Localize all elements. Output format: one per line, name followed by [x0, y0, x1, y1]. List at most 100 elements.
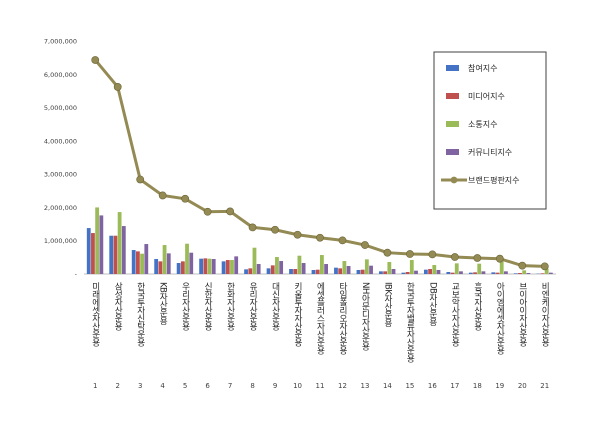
line-point-5: [182, 195, 189, 202]
bar-3-cat-11: [320, 255, 324, 274]
x-category-label: 흥국자산운용: [472, 281, 482, 331]
line-point-14: [384, 249, 391, 256]
bar-4-cat-7: [234, 256, 238, 274]
bar-3-cat-15: [410, 260, 414, 274]
line-point-18: [474, 254, 481, 261]
line-point-15: [406, 250, 413, 257]
bar-2-cat-5: [181, 261, 185, 274]
bar-4-cat-2: [122, 226, 126, 274]
x-category-label: 아이엠에셋자산운용: [495, 282, 505, 355]
x-category-label: 한화자산운용: [225, 282, 235, 331]
y-tick-label: 2,000,000: [44, 204, 77, 212]
bar-3-cat-19: [500, 261, 504, 274]
x-category-number: 8: [250, 382, 254, 390]
line-point-1: [92, 56, 99, 63]
bar-4-cat-9: [279, 261, 283, 274]
line-point-19: [496, 255, 503, 262]
bar-2-cat-12: [338, 268, 342, 274]
x-category-number: 13: [360, 382, 369, 390]
x-category-label: 미래에셋자산운용: [90, 282, 100, 347]
x-category-number: 3: [138, 382, 142, 390]
y-tick-label: 3,000,000: [44, 171, 77, 179]
x-category-label: NH아문디자산운용: [360, 282, 370, 350]
bar-2-cat-6: [203, 258, 207, 274]
line-point-2: [114, 83, 121, 90]
x-category-number: 6: [205, 382, 210, 390]
bar-3-cat-2: [118, 212, 122, 274]
x-category-number: 10: [293, 382, 302, 390]
line-point-10: [294, 231, 301, 238]
bar-3-cat-20: [522, 270, 526, 274]
bar-3-cat-10: [298, 256, 302, 274]
bar-2-cat-20: [518, 273, 522, 274]
x-category-label: 삼성자산운용: [113, 282, 123, 331]
x-category-label: 브이아이자산운용: [517, 282, 527, 347]
bar-3-cat-12: [342, 261, 346, 274]
bar-4-cat-1: [99, 215, 103, 274]
bar-3-cat-16: [432, 265, 436, 274]
line-point-3: [137, 176, 144, 183]
x-category-number: 12: [338, 382, 347, 390]
x-category-label: DB자산운용: [427, 282, 437, 326]
line-point-21: [541, 263, 548, 270]
bar-1-cat-14: [379, 271, 383, 274]
bar-2-cat-13: [361, 270, 365, 274]
y-tick-label: 6,000,000: [44, 71, 77, 79]
bar-3-cat-17: [455, 263, 459, 274]
bar-4-cat-17: [459, 271, 463, 274]
bar-4-cat-10: [302, 263, 306, 274]
bar-1-cat-17: [446, 272, 450, 274]
x-category-label: 한국투자신탁운용: [135, 282, 145, 347]
line-point-13: [361, 241, 368, 248]
x-category-number: 7: [228, 382, 232, 390]
x-category-label: 키움투자자산운용: [293, 282, 303, 347]
bar-4-cat-16: [437, 270, 441, 274]
y-tick-label: 4,000,000: [44, 137, 77, 145]
bar-3-cat-7: [230, 260, 234, 274]
bar-2-cat-10: [293, 269, 297, 274]
x-category-number: 9: [273, 382, 277, 390]
bar-2-cat-11: [316, 270, 320, 274]
bar-1-cat-6: [199, 259, 203, 274]
x-category-label: 타임폴리오자산운용: [337, 282, 347, 355]
legend-label: 커뮤니티지수: [468, 147, 512, 157]
bar-1-cat-10: [289, 269, 293, 274]
bar-3-cat-13: [365, 259, 369, 274]
bar-1-cat-2: [109, 236, 113, 274]
x-category-label: 우리자산운용: [180, 282, 190, 331]
bar-2-cat-8: [248, 268, 252, 274]
x-category-number: 18: [473, 382, 482, 390]
legend-label: 미디어지수: [468, 91, 505, 101]
x-category-number: 15: [405, 382, 414, 390]
bar-1-cat-7: [222, 261, 226, 274]
x-category-number: 20: [518, 382, 527, 390]
legend-label: 소통지수: [468, 120, 497, 129]
bar-4-cat-12: [347, 266, 351, 274]
bar-3-cat-6: [208, 259, 212, 274]
x-category-number: 2: [115, 382, 119, 390]
bar-2-cat-14: [383, 271, 387, 274]
bar-4-cat-21: [549, 273, 553, 274]
bar-1-cat-12: [334, 268, 338, 274]
line-point-4: [159, 192, 166, 199]
line-point-7: [226, 208, 233, 215]
bar-2-cat-15: [406, 272, 410, 274]
x-category-label: IBK자산운용: [382, 282, 392, 327]
bar-1-cat-19: [491, 272, 495, 274]
bar-4-cat-4: [167, 253, 171, 274]
x-category-label: 에셋플러스자산운용: [315, 282, 325, 355]
x-category-number: 16: [428, 382, 437, 390]
bar-2-cat-16: [428, 269, 432, 274]
bar-4-cat-18: [482, 271, 486, 274]
bar-1-cat-20: [514, 273, 518, 274]
bar-3-cat-9: [275, 257, 279, 274]
line-point-6: [204, 208, 211, 215]
x-category-label: 한국투자밸류자산운용: [405, 282, 415, 363]
legend-swatch-2: [446, 93, 459, 99]
x-category-number: 5: [183, 382, 187, 390]
x-category-label: 교보악사자산운용: [450, 282, 460, 347]
bar-1-cat-16: [424, 270, 428, 274]
bar-4-cat-11: [324, 264, 328, 274]
line-point-20: [519, 262, 526, 269]
